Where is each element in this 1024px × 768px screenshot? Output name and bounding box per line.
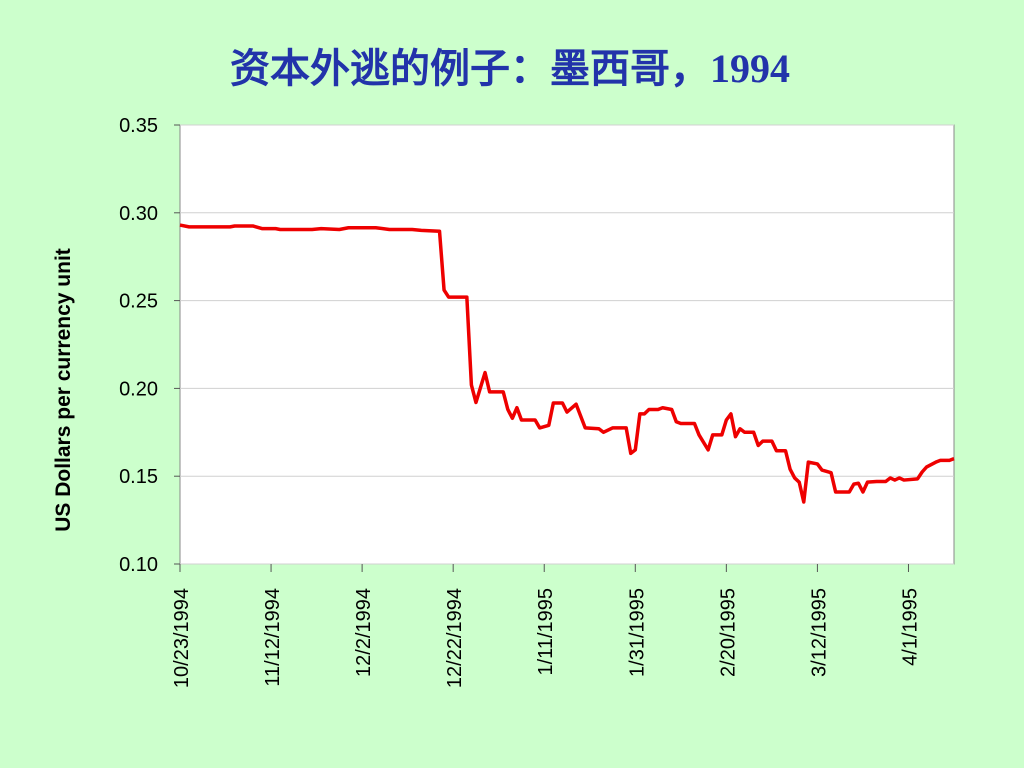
x-tick-label: 11/12/1994 xyxy=(262,588,284,687)
x-tick-label: 10/23/1994 xyxy=(171,588,193,688)
y-tick-label: 0.15 xyxy=(119,466,158,488)
y-axis-label: US Dollars per currency unit xyxy=(52,248,75,532)
y-tick-label: 0.30 xyxy=(119,203,158,225)
x-tick-label: 3/12/1995 xyxy=(808,588,830,677)
chart-title: 资本外逃的例子：墨西哥，1994 xyxy=(230,46,790,91)
y-tick-label: 0.10 xyxy=(119,554,158,576)
x-tick-label: 12/22/1994 xyxy=(444,588,466,688)
y-tick-label: 0.25 xyxy=(119,291,158,313)
y-tick-label: 0.35 xyxy=(119,115,158,137)
y-tick-label: 0.20 xyxy=(119,378,158,400)
x-tick-label: 12/2/1994 xyxy=(353,588,375,677)
x-tick-label: 2/20/1995 xyxy=(717,588,739,677)
plot-area xyxy=(179,124,955,565)
x-tick-label: 4/1/1995 xyxy=(899,588,921,666)
x-tick-label: 1/31/1995 xyxy=(626,588,648,677)
x-tick-label: 1/11/1995 xyxy=(535,588,557,676)
data-line xyxy=(179,223,955,504)
